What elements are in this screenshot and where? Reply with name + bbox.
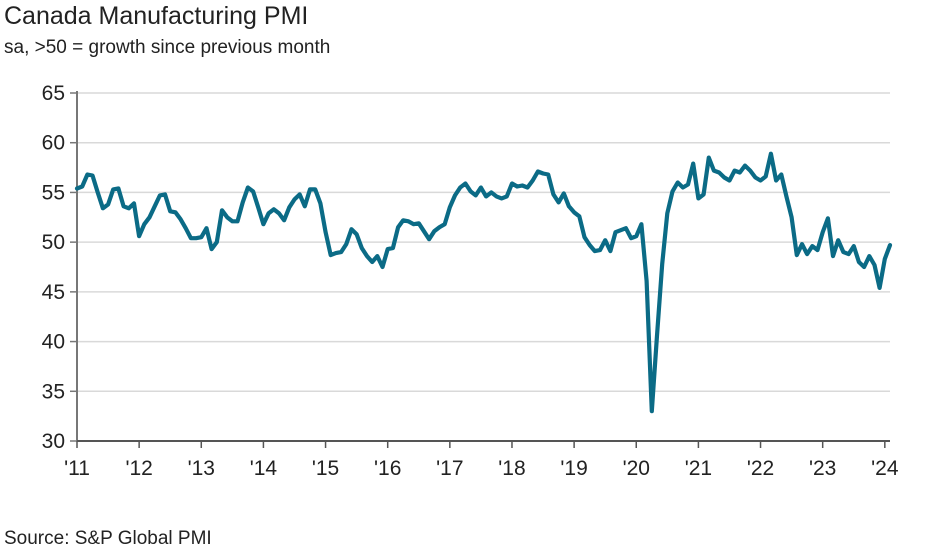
y-tick-label: 55 — [42, 181, 65, 204]
y-tick-label: 45 — [42, 281, 65, 304]
x-tick-label: '13 — [188, 457, 215, 480]
x-tick-label: '22 — [747, 457, 774, 480]
y-tick-label: 65 — [42, 82, 65, 105]
y-tick-label: 35 — [42, 380, 65, 403]
x-tick-label: '19 — [560, 457, 587, 480]
x-tick-label: '18 — [498, 457, 525, 480]
y-tick-label: 40 — [42, 331, 65, 354]
pmi-series-line — [74, 151, 893, 414]
y-tick-label: 30 — [42, 430, 65, 453]
x-tick-label: '17 — [436, 457, 463, 480]
x-tick-label: '23 — [809, 457, 836, 480]
x-tick-label: '24 — [871, 457, 899, 480]
x-tick-label: '14 — [250, 457, 278, 480]
x-tick-label: '12 — [125, 457, 152, 480]
x-tick-label: '11 — [64, 457, 90, 480]
x-tick-label: '16 — [374, 457, 401, 480]
x-tick-label: '20 — [623, 457, 650, 480]
source-note: Source: S&P Global PMI — [4, 528, 212, 549]
chart-title: Canada Manufacturing PMI — [4, 2, 309, 30]
x-tick-label: '15 — [312, 457, 339, 480]
y-tick-label: 60 — [42, 132, 65, 155]
x-tick-label: '21 — [685, 457, 712, 480]
y-tick-label: 50 — [42, 231, 65, 254]
chart-subtitle: sa, >50 = growth since previous month — [4, 37, 331, 58]
